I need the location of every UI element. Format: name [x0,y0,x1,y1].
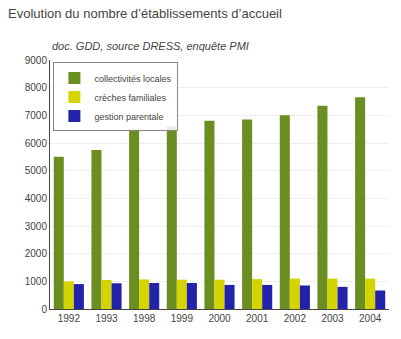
svg-text:2001: 2001 [246,313,269,324]
svg-text:gestion parentale: gestion parentale [94,112,163,122]
svg-text:0: 0 [41,304,47,315]
svg-text:5000: 5000 [25,165,48,176]
svg-text:1998: 1998 [133,313,156,324]
svg-text:2000: 2000 [25,248,48,259]
svg-text:Evolution du nombre d’établiss: Evolution du nombre d’établissements d’a… [8,6,282,21]
svg-text:2004: 2004 [359,313,382,324]
svg-text:1000: 1000 [25,276,48,287]
svg-text:7000: 7000 [25,110,48,121]
svg-text:1992: 1992 [58,313,81,324]
svg-text:1993: 1993 [95,313,118,324]
svg-text:3000: 3000 [25,221,48,232]
svg-text:collectivités locales: collectivités locales [94,74,171,84]
svg-text:2000: 2000 [208,313,231,324]
svg-text:2002: 2002 [284,313,307,324]
svg-text:crèches familiales: crèches familiales [94,93,166,103]
svg-text:6000: 6000 [25,138,48,149]
svg-text:1999: 1999 [171,313,194,324]
svg-text:9000: 9000 [25,55,48,66]
svg-text:2003: 2003 [321,313,344,324]
svg-text:4000: 4000 [25,193,48,204]
svg-text:doc. GDD, source DRESS, enquêt: doc. GDD, source DRESS, enquête PMI [52,40,249,52]
svg-text:8000: 8000 [25,82,48,93]
